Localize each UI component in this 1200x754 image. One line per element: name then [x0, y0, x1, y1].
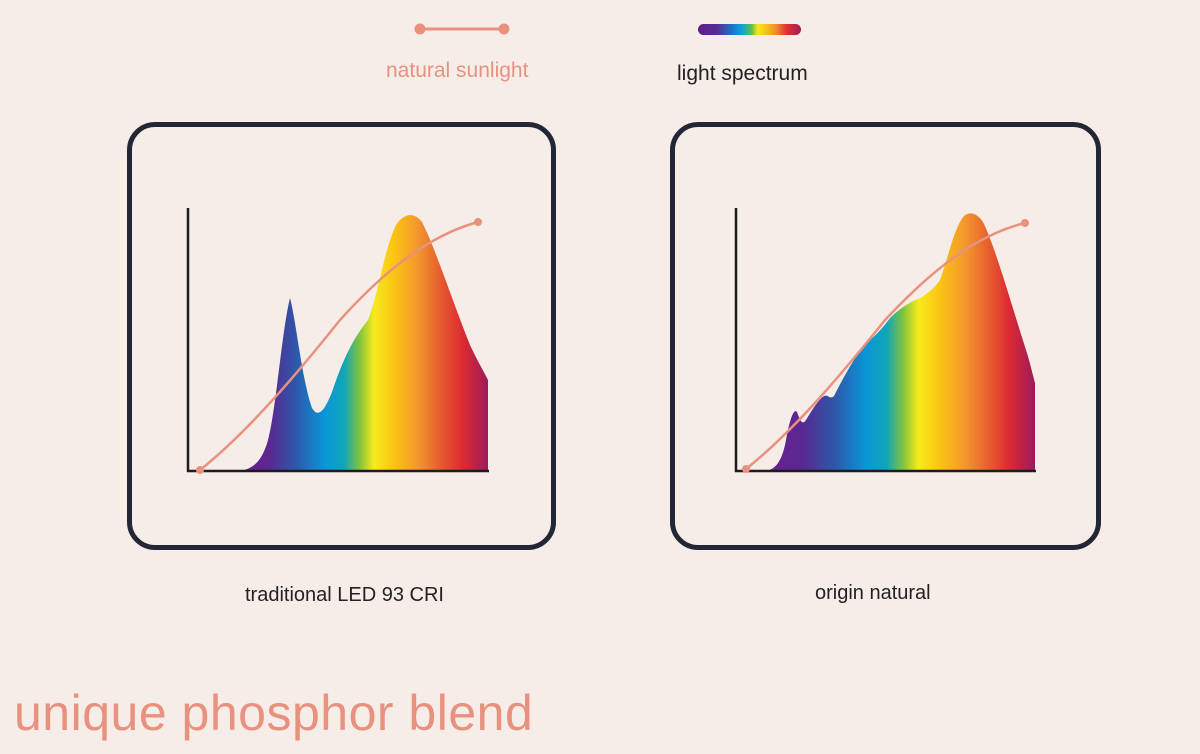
sunlight-curve-traditional — [199, 220, 479, 471]
legend-natural-sunlight-swatch — [414, 23, 510, 35]
chart-origin-natural — [734, 208, 1036, 473]
headline: unique phosphor blend — [14, 685, 534, 741]
panel-caption-origin-natural: origin natural — [815, 582, 931, 604]
spectrum-area-origin — [765, 213, 1035, 472]
legend-natural-sunlight-label: natural sunlight — [386, 59, 529, 82]
spectrum-area-traditional — [238, 215, 488, 471]
sunlight-curve-origin — [745, 221, 1026, 470]
panel-caption-traditional-led: traditional LED 93 CRI — [245, 584, 444, 606]
panel-traditional-led-frame — [127, 122, 556, 550]
legend-light-spectrum-swatch — [698, 24, 801, 35]
legend-light-spectrum-label: light spectrum — [677, 62, 808, 85]
panel-origin-natural-frame — [670, 122, 1101, 550]
chart-traditional-led — [186, 208, 489, 474]
